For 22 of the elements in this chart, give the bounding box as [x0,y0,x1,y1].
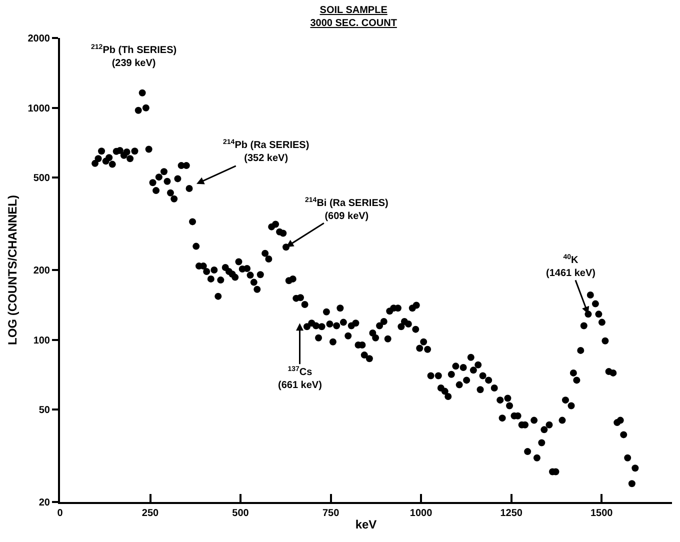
y-tick-label: 20 [38,498,50,508]
chart-title: SOIL SAMPLE 3000 SEC. COUNT [310,5,397,30]
x-axis-title: keV [355,517,377,532]
y-tick-label: 50 [38,405,50,416]
y-tick-label: 1000 [28,103,50,114]
y-tick-label: 500 [33,173,50,184]
y-tick-label: 2000 [28,34,50,44]
x-tick-label: 1000 [410,508,433,519]
x-tick-label: 1500 [590,508,614,519]
annotation: $^{214}$Pb (Ra SERIES) (352 keV) [223,139,310,164]
x-tick-label: 0 [57,508,64,519]
annotation: $^{212}$Pb (Th SERIES) (239 keV) [91,44,177,70]
annotation: $^{137}$Cs (661 keV) [278,366,322,392]
x-tick-label: 750 [322,508,340,519]
x-tick-label: 250 [142,508,160,519]
y-axis-title: LOG (COUNTS/CHANNEL) [6,195,20,345]
annotation: $^{214}$Bi (Ra SERIES) (609 keV) [305,197,388,222]
annotation: $^{40}$K (1461 keV) [546,254,596,280]
y-tick-label: 200 [33,266,50,276]
y-tick-label: 100 [33,335,50,346]
x-tick-label: 1250 [500,508,523,519]
x-tick-label: 500 [232,508,250,519]
